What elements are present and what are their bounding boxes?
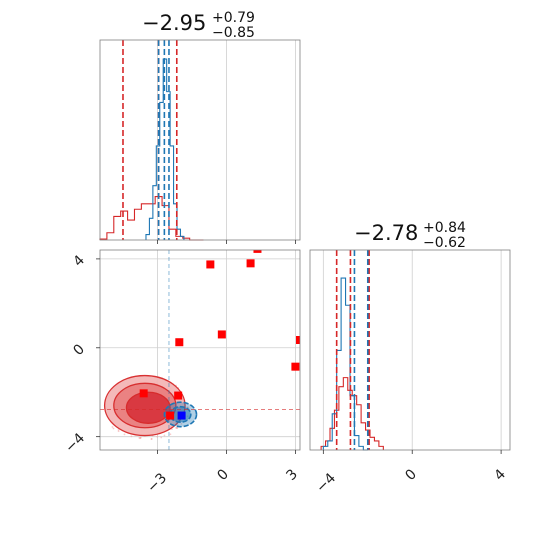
hist-series-red-0 xyxy=(99,196,204,241)
red-marker-8 xyxy=(291,362,300,371)
title-2-sup: +0.84 xyxy=(423,220,466,236)
sample-point xyxy=(175,426,177,429)
sample-point xyxy=(111,426,114,428)
sample-point xyxy=(160,436,163,439)
sample-point xyxy=(130,435,133,438)
histogram-panel-param1 xyxy=(99,39,301,244)
scatter-plot-area xyxy=(100,250,300,450)
red-marker-2 xyxy=(166,411,175,420)
title-panel-2: −2.78 +0.84 −0.62 xyxy=(354,220,466,251)
red-marker-7 xyxy=(253,250,262,253)
title-1-sub: −0.85 xyxy=(212,25,255,41)
red-marker-0 xyxy=(139,389,148,398)
ytick-label-left-0: 4 xyxy=(70,252,88,270)
red-marker-9 xyxy=(296,336,300,344)
sample-point xyxy=(163,434,166,437)
blue-marker-0 xyxy=(177,411,186,420)
sample-point xyxy=(150,438,153,441)
tick-labels: −3 0 3 −4 0 4 4 0 −4 xyxy=(62,252,509,496)
red-marker-3 xyxy=(175,338,184,347)
sample-point xyxy=(176,424,179,427)
sample-point xyxy=(112,427,115,430)
scatter-panel-2d xyxy=(96,249,301,454)
xtick-label-bl-0: −3 xyxy=(144,470,170,496)
red-marker-1 xyxy=(174,391,183,400)
axes-frame xyxy=(309,249,511,451)
sample-point xyxy=(180,423,183,425)
xtick-label-bl-2: 3 xyxy=(283,466,301,484)
sample-point xyxy=(117,429,120,431)
sample-point xyxy=(169,433,172,436)
sample-point xyxy=(123,433,126,436)
xtick-label-br-2: 4 xyxy=(491,466,509,484)
title-2-sub: −0.62 xyxy=(423,235,466,251)
title-panel-1: −2.95 +0.79 −0.85 xyxy=(142,10,255,41)
sample-point xyxy=(156,435,159,438)
axes-frame xyxy=(99,39,301,241)
contour-red-inner xyxy=(125,391,171,424)
red-marker-4 xyxy=(206,260,215,269)
xtick-label-br-1: 0 xyxy=(402,466,420,484)
ytick-label-left-1: 0 xyxy=(70,341,88,359)
hist-series-blue-1 xyxy=(322,277,368,451)
red-marker-5 xyxy=(217,330,226,339)
histogram-panel-param2 xyxy=(309,249,511,454)
title-1-main: −2.95 xyxy=(142,11,206,35)
title-1-sup: +0.79 xyxy=(212,10,255,26)
hist-series-red-0 xyxy=(320,377,384,450)
red-marker-6 xyxy=(246,259,255,268)
ytick-label-left-2: −4 xyxy=(62,430,88,456)
sample-point xyxy=(139,437,141,440)
xtick-label-br-0: −4 xyxy=(313,470,339,496)
axes-frame xyxy=(99,249,301,451)
xtick-label-bl-1: 0 xyxy=(214,466,232,484)
title-2-main: −2.78 xyxy=(354,221,418,245)
